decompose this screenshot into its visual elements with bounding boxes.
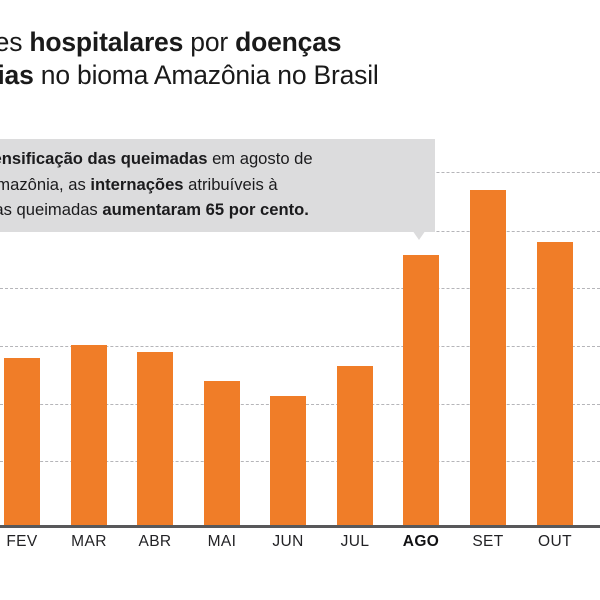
callout-line-2: 19 na Amazônia, as internações atribuíve…	[0, 172, 425, 198]
bar-set[interactable]	[470, 190, 506, 525]
callout-line-2-bold-1: internações	[90, 174, 184, 194]
bar-jun[interactable]	[270, 396, 306, 525]
x-label-fev: FEV	[6, 533, 38, 550]
gridline	[0, 288, 600, 289]
page-title-line-1: nações hospitalares por doenças	[0, 26, 600, 59]
x-label-nov: NOV	[589, 533, 600, 551]
callout-line-3-seg-1: maça das queimadas	[0, 200, 98, 219]
bar-ago[interactable]	[403, 255, 439, 525]
gridline	[0, 231, 600, 232]
page-title-line-2-seg-1: no bioma Amazônia no Brasil	[33, 60, 379, 90]
bar-mar[interactable]	[71, 345, 107, 525]
callout-pointer-icon	[410, 227, 428, 240]
gridline	[0, 346, 600, 347]
chart-bars	[4, 190, 573, 525]
page-title-line-1-seg-1: nações	[0, 27, 23, 57]
page-title: nações hospitalares por doenças ratórias…	[0, 26, 600, 92]
page-title-line-1-bold-2: doenças	[235, 27, 342, 57]
callout-line-3: maça das queimadas aumentaram 65 por cen…	[0, 197, 425, 223]
chart-x-axis-labels: FEV MAR ABR MAI JUN JUL AGO SET OUT NOV	[0, 533, 600, 561]
chart-x-axis	[0, 525, 600, 528]
page-title-line-2: ratórias no bioma Amazônia no Brasil	[0, 59, 600, 92]
callout-line-2-seg-1: 19 na Amazônia, as	[0, 174, 86, 194]
page-title-line-1-seg-2: por	[183, 27, 236, 57]
page-title-line-1-bold-1: hospitalares	[29, 27, 184, 57]
x-label-ago: AGO	[402, 533, 440, 550]
page-title-line-2-bold-1: ratórias	[0, 60, 34, 90]
x-label-out: OUT	[538, 533, 572, 550]
x-label-abr: ABR	[138, 533, 172, 550]
x-label-jul: JUL	[340, 533, 370, 550]
x-label-mar: MAR	[71, 533, 107, 550]
x-label-mai: MAI	[207, 533, 237, 550]
callout-line-1-bold-1: intensificação das queimadas	[0, 149, 208, 168]
bar-jul[interactable]	[337, 366, 373, 525]
bar-out[interactable]	[537, 242, 573, 525]
callout-line-1-seg-2: em agosto de	[207, 149, 313, 168]
callout-line-1: m a intensificação das queimadas em agos…	[0, 146, 425, 172]
bar-abr[interactable]	[137, 352, 173, 525]
bar-mai[interactable]	[204, 381, 240, 525]
x-label-jun: JUN	[272, 533, 304, 550]
callout-line-2-seg-2: atribuíveis à	[183, 174, 278, 194]
x-label-set: SET	[472, 533, 504, 550]
callout-line-3-bold-1: aumentaram 65 por cento.	[102, 200, 309, 219]
callout-box: m a intensificação das queimadas em agos…	[0, 139, 435, 232]
bar-fev[interactable]	[4, 358, 40, 525]
